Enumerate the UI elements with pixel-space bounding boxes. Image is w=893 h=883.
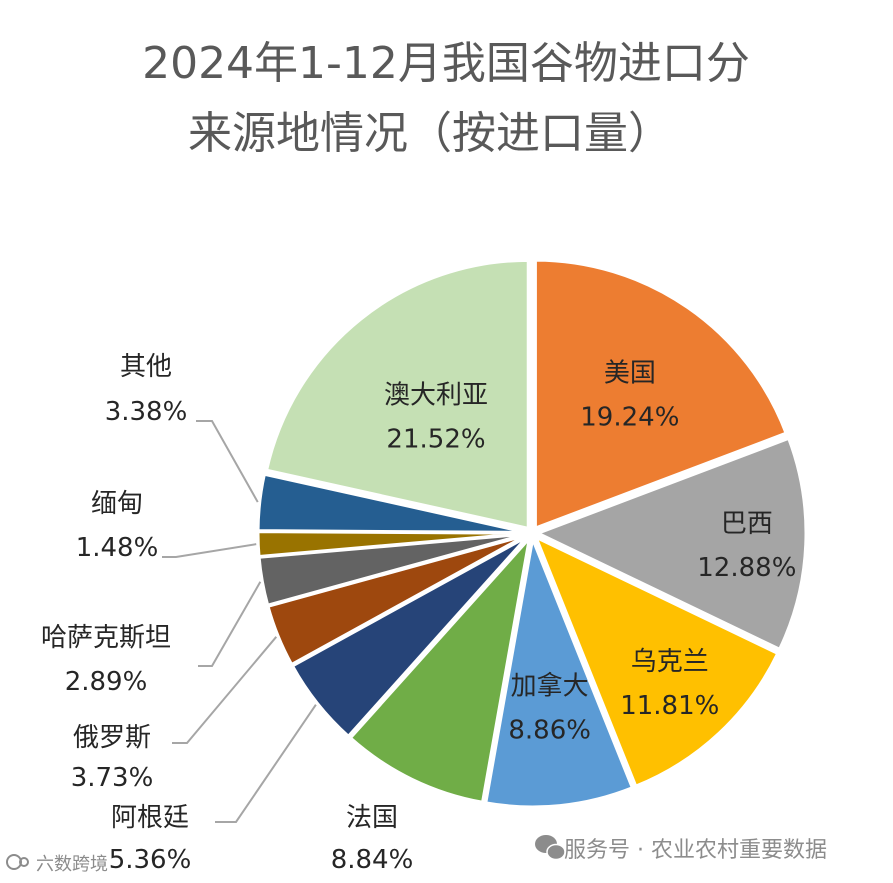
slice-name-label-9: 其他 [120, 352, 172, 382]
leader-line-7 [198, 581, 262, 667]
slice-name-label-6: 俄罗斯 [73, 723, 151, 753]
slice-10 [264, 258, 530, 531]
watermark-left: 六数跨境 [6, 854, 108, 875]
slice-value-label-9: 3.38% [105, 397, 188, 427]
slice-name-label-1: 巴西 [721, 509, 773, 539]
slice-name-label-8: 缅甸 [91, 489, 143, 519]
slice-1 [534, 436, 808, 652]
slice-value-label-2: 11.81% [620, 691, 719, 721]
leader-line-8 [162, 543, 257, 558]
pie-slices [256, 258, 808, 809]
slice-value-label-6: 3.73% [71, 763, 154, 793]
watermark-right: 服务号 · 农业农村重要数据 [535, 835, 827, 863]
slice-9 [256, 472, 527, 534]
watermark-right-text: 服务号 · 农业农村重要数据 [564, 838, 827, 863]
chart-title-line-2: 来源地情况（按进口量） [188, 108, 672, 159]
leader-line-5 [215, 704, 317, 823]
slice-3 [484, 533, 635, 809]
slice-5 [290, 535, 529, 739]
slice-value-label-1: 12.88% [697, 553, 796, 583]
leader-lines [162, 420, 317, 823]
slice-name-label-4: 法国 [346, 803, 398, 833]
logo-icon [6, 854, 29, 870]
slice-2 [533, 534, 780, 789]
slice-value-label-4: 8.84% [331, 845, 414, 875]
slice-value-label-7: 2.89% [65, 667, 148, 697]
wechat-icon [535, 835, 566, 861]
slice-value-label-0: 19.24% [580, 402, 679, 432]
slice-0 [533, 258, 788, 531]
slice-name-label-7: 哈萨克斯坦 [41, 623, 171, 653]
slice-name-label-5: 阿根廷 [111, 803, 189, 833]
watermark-left-text: 六数跨境 [36, 854, 108, 875]
leader-line-6 [172, 636, 278, 744]
slice-name-label-3: 加拿大 [511, 671, 589, 701]
chart-title-line-1: 2024年1-12月我国谷物进口分 [142, 38, 750, 89]
slice-value-label-3: 8.86% [508, 715, 591, 745]
leader-line-9 [196, 420, 259, 503]
slice-labels: 美国 19.24% 巴西 12.88% 乌克兰 11.81% 加拿大 8.86% 法国 8.84%… [41, 352, 796, 875]
slice-value-label-5: 5.36% [109, 845, 192, 875]
slice-4 [348, 533, 532, 805]
slice-value-label-10: 21.52% [386, 424, 485, 454]
slice-value-label-8: 1.48% [76, 533, 159, 563]
slice-name-label-10: 澳大利亚 [384, 380, 488, 410]
slice-name-label-0: 美国 [604, 358, 656, 388]
slice-name-label-2: 乌克兰 [631, 647, 709, 677]
